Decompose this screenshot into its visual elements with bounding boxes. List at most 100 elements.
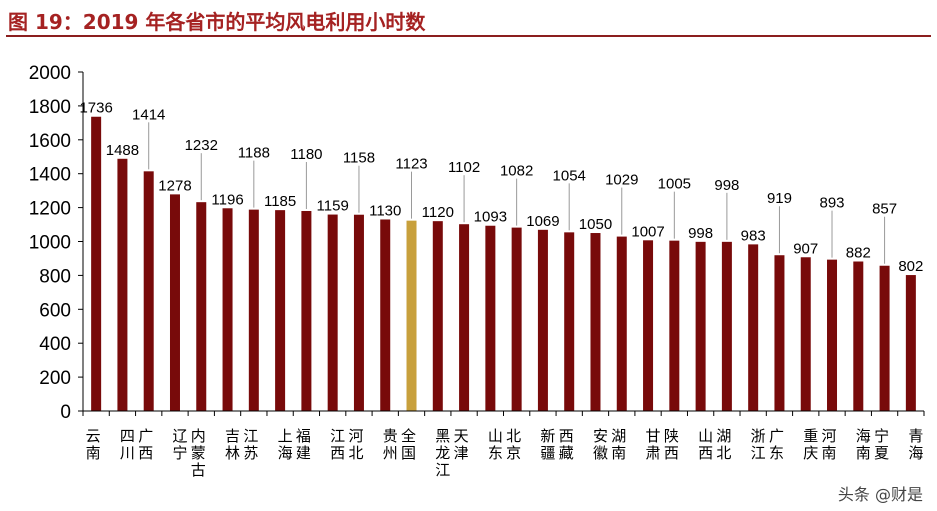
bar-10 [353, 214, 364, 411]
category-label-16: 北京 [506, 427, 521, 462]
bar-5 [222, 208, 233, 411]
y-tick-label: 1800 [29, 97, 71, 118]
category-label-24: 湖北 [716, 427, 731, 462]
bar-14 [459, 224, 470, 411]
category-label-21: 甘肃 [646, 427, 661, 462]
category-label-13: 黑龙江 [435, 427, 450, 479]
value-label-22: 1005 [658, 176, 691, 193]
category-label-19: 安徽 [593, 427, 608, 462]
bar-3 [169, 194, 180, 411]
category-label-0: 云南 [86, 427, 101, 462]
bar-22 [669, 240, 680, 411]
y-tick-label: 2000 [29, 63, 71, 84]
bar-9 [327, 214, 338, 411]
category-label-17: 新疆 [540, 427, 555, 462]
category-label-7: 上海 [278, 427, 293, 462]
category-label-20: 湖南 [611, 427, 626, 462]
y-tick-label: 1400 [29, 165, 71, 186]
category-label-29: 海南 [856, 427, 871, 462]
value-label-24: 998 [714, 177, 739, 194]
bar-7 [275, 210, 286, 411]
value-label-25: 983 [741, 227, 766, 244]
value-label-18: 1054 [553, 167, 586, 184]
value-label-20: 1029 [605, 172, 638, 189]
category-label-18: 西藏 [559, 427, 574, 462]
value-label-27: 907 [793, 240, 818, 257]
bar-16 [511, 227, 522, 411]
category-label-2: 广西 [138, 427, 153, 462]
value-label-10: 1158 [343, 150, 375, 167]
bar-21 [643, 240, 654, 411]
bar-2 [143, 171, 154, 411]
value-label-4: 1232 [185, 137, 218, 154]
value-label-6: 1188 [238, 145, 270, 162]
category-label-4: 内蒙古 [191, 427, 206, 479]
bar-18 [564, 232, 575, 411]
bar-12 [406, 220, 417, 411]
bar-6 [248, 209, 259, 411]
category-label-1: 四川 [120, 427, 135, 462]
y-tick-label: 1200 [29, 199, 71, 220]
bar-11 [380, 219, 391, 411]
value-label-12: 1123 [395, 156, 427, 173]
value-label-11: 1130 [369, 202, 401, 219]
category-label-9: 江西 [330, 427, 345, 462]
y-tick-label: 0 [60, 402, 71, 423]
label-leaders [148, 122, 886, 264]
value-label-14: 1102 [448, 159, 480, 176]
value-label-1: 1488 [106, 142, 139, 159]
category-label-3: 辽宁 [172, 427, 187, 462]
value-label-17: 1069 [526, 213, 559, 230]
value-label-2: 1414 [132, 106, 165, 123]
bar-25 [748, 244, 759, 411]
bar-24 [721, 241, 732, 411]
category-label-15: 山东 [488, 427, 503, 462]
bar-28 [827, 259, 838, 411]
value-label-8: 1180 [290, 146, 322, 163]
value-label-28: 893 [820, 195, 845, 212]
value-label-15: 1093 [474, 209, 507, 226]
bar-13 [432, 221, 443, 411]
bar-31 [905, 275, 916, 411]
value-label-26: 919 [767, 190, 792, 207]
category-label-12: 全国 [401, 427, 416, 462]
bar-0 [91, 116, 102, 412]
bar-26 [774, 255, 785, 411]
bar-1 [117, 158, 128, 411]
value-label-30: 857 [872, 201, 897, 218]
category-label-5: 吉林 [225, 427, 240, 462]
value-label-9: 1159 [317, 198, 349, 215]
y-tick-label: 1000 [29, 233, 71, 254]
category-label-26: 广东 [769, 427, 784, 462]
bar-30 [879, 265, 890, 411]
value-label-21: 1007 [631, 223, 664, 240]
category-label-14: 天津 [454, 427, 469, 462]
value-label-3: 1278 [158, 177, 191, 194]
value-label-19: 1050 [579, 216, 612, 233]
y-tick-label: 800 [39, 266, 71, 287]
title-divider [6, 35, 931, 37]
y-tick-label: 600 [39, 300, 71, 321]
y-axis: 0 200 400 600 800 1000 1200 1400 1600 1800 2000 [29, 63, 84, 423]
y-tick-label: 200 [39, 368, 71, 389]
value-label-31: 802 [898, 258, 923, 275]
bar-27 [800, 257, 811, 411]
x-axis [82, 410, 925, 416]
y-tick-label: 400 [39, 334, 71, 355]
category-label-25: 浙江 [751, 427, 766, 462]
category-label-31: 青海 [908, 427, 923, 462]
bar-8 [301, 210, 312, 411]
bar-4 [196, 202, 207, 411]
bar-20 [616, 236, 627, 411]
bar-19 [590, 233, 601, 411]
category-label-8: 福建 [296, 427, 311, 462]
category-label-30: 宁夏 [874, 427, 889, 462]
category-label-22: 陕西 [664, 427, 679, 462]
y-tick-label: 1600 [29, 131, 71, 152]
value-label-29: 882 [846, 245, 871, 262]
bar-23 [695, 241, 706, 411]
value-label-5: 1196 [211, 191, 243, 208]
value-label-13: 1120 [422, 204, 454, 221]
value-labels: 1736 1488 1414 1278 1232 1196 1188 1185 1180 1159… [79, 100, 923, 275]
